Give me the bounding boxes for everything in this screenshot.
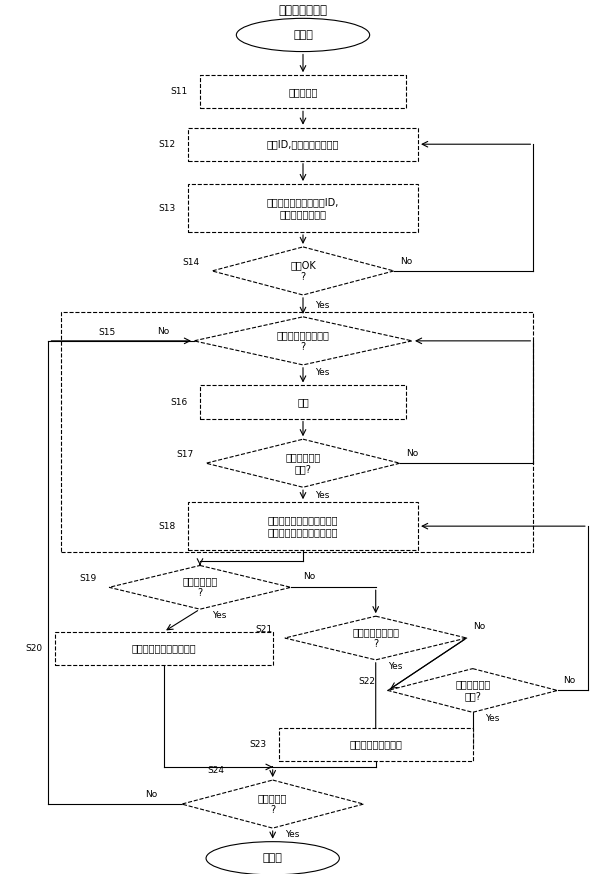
Text: No: No	[158, 327, 170, 336]
Text: 録音ボタンの操作有
?: 録音ボタンの操作有 ?	[276, 330, 330, 351]
Text: 認証OK
?: 認証OK ?	[290, 260, 316, 281]
Polygon shape	[212, 247, 394, 295]
Ellipse shape	[236, 18, 370, 52]
FancyBboxPatch shape	[188, 128, 418, 161]
Polygon shape	[194, 317, 412, 365]
Text: S14: S14	[183, 258, 200, 267]
Text: S22: S22	[359, 677, 376, 686]
Text: Yes: Yes	[285, 829, 299, 839]
Text: 社員情報受信
?: 社員情報受信 ?	[182, 577, 218, 598]
Text: アプリ終了
?: アプリ終了 ?	[258, 794, 287, 815]
Text: アプリ実行端末: アプリ実行端末	[279, 4, 327, 17]
Text: S17: S17	[177, 450, 194, 459]
Text: S24: S24	[207, 766, 224, 775]
Text: アプリ起動: アプリ起動	[288, 87, 318, 97]
Polygon shape	[388, 669, 558, 712]
Text: S23: S23	[250, 740, 267, 749]
FancyBboxPatch shape	[55, 632, 273, 665]
Text: 規定録音時間
経過?: 規定録音時間 経過?	[285, 453, 321, 474]
FancyBboxPatch shape	[188, 184, 418, 232]
Text: 該当なし情報受信
?: 該当なし情報受信 ?	[352, 628, 399, 649]
Text: 終　了: 終 了	[263, 853, 282, 864]
FancyBboxPatch shape	[200, 385, 406, 419]
FancyBboxPatch shape	[279, 728, 473, 761]
Text: 開　始: 開 始	[293, 30, 313, 40]
Polygon shape	[109, 565, 291, 609]
Text: No: No	[303, 572, 315, 580]
Text: S18: S18	[159, 522, 176, 531]
Text: 録音: 録音	[297, 397, 309, 407]
Text: S11: S11	[171, 87, 188, 96]
Text: Yes: Yes	[315, 490, 330, 500]
Text: Yes: Yes	[212, 611, 227, 620]
Text: S15: S15	[98, 328, 115, 336]
Text: S16: S16	[171, 398, 188, 406]
Text: No: No	[473, 622, 485, 631]
Text: S13: S13	[159, 204, 176, 212]
Text: No: No	[406, 449, 418, 458]
Text: 遠隔会議サーバに社員ID,
パスワードを送信: 遠隔会議サーバに社員ID, パスワードを送信	[267, 198, 339, 218]
Polygon shape	[206, 439, 400, 488]
Text: S19: S19	[80, 574, 97, 583]
Text: 規定待機時間
経過?: 規定待機時間 経過?	[455, 680, 490, 701]
Text: No: No	[564, 676, 576, 685]
Text: Yes: Yes	[388, 662, 402, 670]
Ellipse shape	[206, 842, 339, 874]
Polygon shape	[285, 616, 467, 660]
Text: No: No	[145, 790, 158, 799]
Text: 受信した社員情報を表示: 受信した社員情報を表示	[132, 643, 196, 654]
Text: 録音データ及び端末位置情
報を遠隔会議サーバに送信: 録音データ及び端末位置情 報を遠隔会議サーバに送信	[268, 516, 338, 537]
Text: S21: S21	[256, 625, 273, 634]
Text: No: No	[400, 257, 412, 266]
Text: S12: S12	[159, 140, 176, 149]
FancyBboxPatch shape	[200, 75, 406, 108]
Text: Yes: Yes	[315, 368, 330, 378]
Polygon shape	[182, 780, 364, 829]
Text: 該当なしの旨を表示: 該当なしの旨を表示	[349, 739, 402, 750]
Text: S20: S20	[25, 644, 42, 653]
FancyBboxPatch shape	[188, 502, 418, 551]
Text: 社員ID,パスワードの入力: 社員ID,パスワードの入力	[267, 139, 339, 149]
Text: Yes: Yes	[485, 714, 499, 723]
Text: Yes: Yes	[315, 301, 330, 310]
